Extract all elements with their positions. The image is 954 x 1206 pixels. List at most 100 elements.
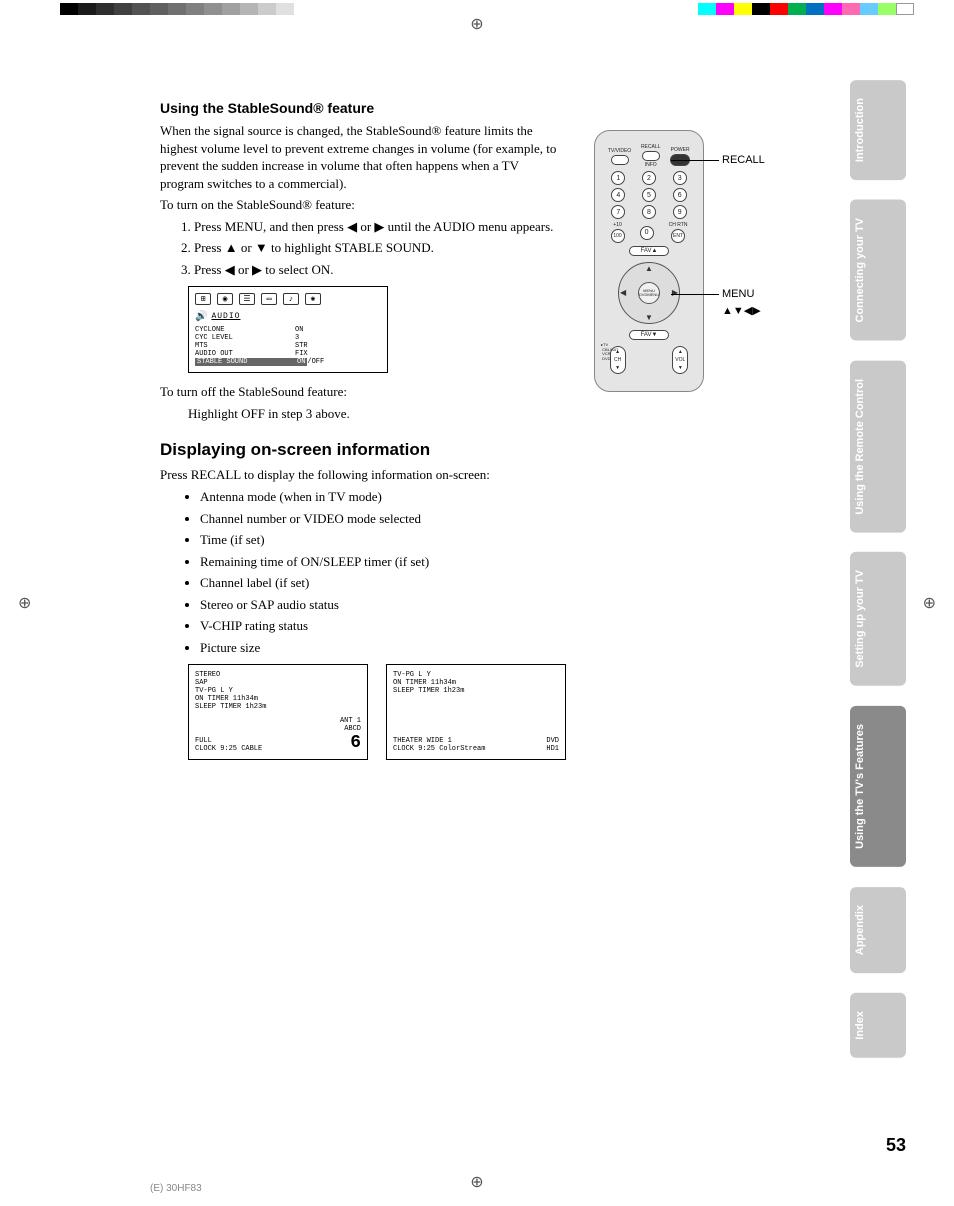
osd-menu-icons: ⊞◉☰▭♪✺	[195, 293, 381, 305]
tab-appendix: Appendix	[850, 887, 906, 973]
osd-stablesound-off: /OFF	[307, 358, 324, 366]
rm-num-6: 6	[673, 188, 687, 202]
osd-audio-menu: ⊞◉☰▭♪✺ 🔊 AUDIO CYCLONEON CYC LEVEL3 MTSS…	[188, 286, 388, 373]
osd-audioout-value: FIX	[295, 350, 308, 358]
osd-info-left: STEREO SAP TV-PG L Y ON TIMER 11h34m SLE…	[188, 664, 368, 760]
bullet-picsize: Picture size	[200, 639, 780, 657]
rm-recall-label: RECALL	[641, 144, 660, 150]
rm-num-9: 9	[673, 205, 687, 219]
tab-remote-control: Using the Remote Control	[850, 361, 906, 533]
osd-audio-label: AUDIO	[211, 312, 240, 321]
rm-menu-center: MENUDVDMENU	[638, 282, 660, 304]
page-content: Using the StableSound® feature When the …	[160, 100, 780, 760]
rm-favdn-button: FAV▼	[629, 330, 669, 340]
osd-l-line1: SAP	[195, 679, 361, 687]
rm-up-icon: ▲	[645, 264, 653, 273]
bullet-vchip: V-CHIP rating status	[200, 617, 780, 635]
tab-connecting: Connecting your TV	[850, 200, 906, 341]
rm-vol-button: ▲VOL▼	[672, 346, 688, 374]
rm-num-100: 100	[611, 229, 625, 243]
rm-tvvideo-button	[611, 155, 629, 165]
rm-num-1: 1	[611, 171, 625, 185]
speaker-icon: 🔊	[195, 311, 207, 323]
osd-r-line3: ON TIMER 11h34m	[393, 679, 559, 687]
bullet-time: Time (if set)	[200, 531, 780, 549]
footer-code: (E) 30HF83	[150, 1183, 202, 1194]
osd-l-bl1: CLOCK 9:25 CABLE	[195, 745, 262, 753]
osd-r-br1: HD1	[546, 745, 559, 753]
rm-dpad: ▲ ▼ ◀ ▶ MENUDVDMENU	[618, 262, 680, 324]
remote-body: TV/VIDEO RECALLINFO POWER 123 456 789 +1…	[594, 130, 704, 392]
section-tabs: Introduction Connecting your TV Using th…	[850, 80, 906, 1058]
osd-r-line2: TV-PG L Y	[393, 671, 559, 679]
callout-recall: RECALL	[722, 154, 765, 166]
colorbar-right	[698, 3, 914, 15]
rm-num-7: 7	[611, 205, 625, 219]
rm-info-label: INFO	[645, 162, 657, 168]
rm-num-0: 0	[640, 226, 654, 240]
bullet-channel: Channel number or VIDEO mode selected	[200, 510, 780, 528]
stablesound-description: When the signal source is changed, the S…	[160, 122, 560, 192]
osd-r-line4: SLEEP TIMER 1h23m	[393, 687, 559, 695]
osd-r-br0: DVD	[546, 737, 559, 745]
osd-l-line0: STEREO	[195, 671, 361, 679]
osd-info-right: TV-PG L Y ON TIMER 11h34m SLEEP TIMER 1h…	[386, 664, 566, 760]
tab-introduction: Introduction	[850, 80, 906, 180]
step-2: Press ▲ or ▼ to highlight STABLE SOUND.	[194, 239, 574, 257]
osd-cyclone-value: ON	[295, 326, 303, 334]
bullet-antenna: Antenna mode (when in TV mode)	[200, 488, 780, 506]
osd-stablesound-label: STABLE SOUND	[195, 358, 295, 366]
osd-l-br1: ABCD	[340, 725, 361, 733]
registration-mark-right: ⊕	[923, 593, 936, 613]
osd-r-bl1: CLOCK 9:25 ColorStream	[393, 745, 485, 753]
stablesound-heading: Using the StableSound® feature	[160, 100, 780, 116]
osd-cyclone-label: CYCLONE	[195, 326, 295, 334]
registration-mark-bottom: ⊕	[470, 1172, 483, 1192]
rm-power-label: POWER	[671, 147, 690, 153]
stablesound-turn-off-intro: To turn off the StableSound feature:	[160, 383, 560, 401]
rm-favup-button: FAV▲	[629, 246, 669, 256]
rm-left-icon: ◀	[620, 288, 626, 297]
tab-setting-up: Setting up your TV	[850, 552, 906, 686]
rm-tvvideo-label: TV/VIDEO	[608, 148, 631, 154]
remote-figure: TV/VIDEO RECALLINFO POWER 123 456 789 +1…	[594, 130, 774, 392]
display-info-bullets: Antenna mode (when in TV mode) Channel n…	[200, 488, 780, 656]
step-3: Press ◀ or ▶ to select ON.	[194, 261, 574, 279]
osd-mts-label: MTS	[195, 342, 295, 350]
osd-stablesound-on: ON	[295, 358, 307, 366]
callout-arrows: ▲▼◀▶	[722, 304, 761, 317]
bullet-stereo: Stereo or SAP audio status	[200, 596, 780, 614]
stablesound-turn-on-intro: To turn on the StableSound® feature:	[160, 196, 560, 214]
rm-num-5: 5	[642, 188, 656, 202]
stablesound-turn-off-step: Highlight OFF in step 3 above.	[188, 405, 588, 423]
tab-tv-features: Using the TV's Features	[850, 706, 906, 867]
rm-recall-button	[642, 151, 660, 161]
osd-l-br0: ANT 1	[340, 717, 361, 725]
rm-num-ent: ENT	[671, 229, 685, 243]
osd-mts-value: STR	[295, 342, 308, 350]
osd-audioout-label: AUDIO OUT	[195, 350, 295, 358]
osd-l-channel: 6	[340, 733, 361, 753]
rm-down-icon: ▼	[645, 313, 653, 322]
bullet-chlabel: Channel label (if set)	[200, 574, 780, 592]
osd-l-line2: TV-PG L Y	[195, 687, 361, 695]
step-1: Press MENU, and then press ◀ or ▶ until …	[194, 218, 574, 236]
rm-mode-switch: ▸TV CBL/SAT VCR DVD	[601, 343, 619, 361]
display-info-heading: Displaying on-screen information	[160, 440, 780, 460]
registration-mark-left: ⊕	[18, 593, 31, 613]
registration-mark-top: ⊕	[470, 14, 483, 34]
osd-info-pair: STEREO SAP TV-PG L Y ON TIMER 11h34m SLE…	[188, 664, 780, 760]
osd-l-bl0: FULL	[195, 737, 262, 745]
rm-plus10-label: +10	[613, 222, 621, 228]
osd-r-bl0: THEATER WIDE 1	[393, 737, 485, 745]
rm-chrtn-label: CH RTN	[669, 222, 688, 228]
rm-num-8: 8	[642, 205, 656, 219]
rm-right-icon: ▶	[672, 288, 678, 297]
stablesound-steps: Press MENU, and then press ◀ or ▶ until …	[194, 218, 574, 279]
rm-num-3: 3	[673, 171, 687, 185]
tab-index: Index	[850, 993, 906, 1058]
osd-l-line3: ON TIMER 11h34m	[195, 695, 361, 703]
display-info-intro: Press RECALL to display the following in…	[160, 466, 720, 484]
rm-num-2: 2	[642, 171, 656, 185]
osd-cyclevel-label: CYC LEVEL	[195, 334, 295, 342]
